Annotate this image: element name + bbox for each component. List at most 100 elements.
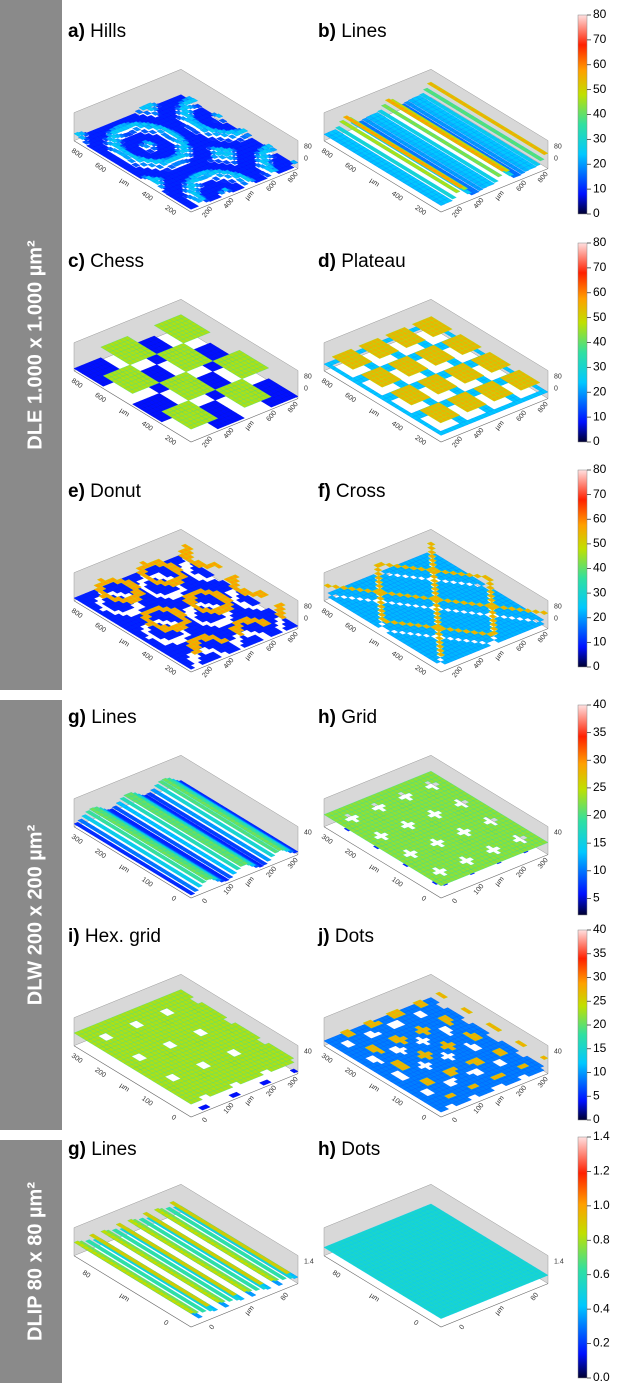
colorbar-tick-label: 70: [593, 487, 607, 501]
colorbar-tick-label: 60: [593, 285, 607, 299]
axis-tick-label: 800: [537, 401, 550, 415]
panel-name: Lines: [86, 707, 137, 728]
axis-tick-label: 800: [537, 171, 550, 185]
colorbar-tick-label: 30: [593, 132, 607, 146]
axis-tick-label: 600: [343, 622, 357, 634]
surface-cell: [377, 600, 385, 604]
panel-name: Donut: [85, 481, 142, 502]
axis-tick-label: µm: [118, 177, 130, 188]
surface: [324, 529, 548, 672]
axis-tick-label: µm: [118, 637, 130, 648]
axis-tick-label: 200: [201, 666, 214, 680]
panel-title: b) Lines: [318, 21, 387, 42]
panel-letter: e): [68, 481, 85, 502]
axis-tick-label: 400: [473, 197, 486, 211]
colorbar-tick-label: 30: [593, 585, 607, 599]
axis-tick-label: 600: [265, 180, 278, 194]
axis-tick-label: 800: [287, 401, 300, 415]
panel-title: a) Hills: [68, 21, 126, 42]
axis-tick-label: 600: [515, 180, 528, 194]
surface: [324, 69, 548, 212]
axis-tick-label: µm: [244, 420, 256, 432]
panel-letter: c): [68, 251, 85, 272]
panel-name: Hills: [85, 21, 126, 42]
axis-tick-label: µm: [494, 190, 506, 202]
z-tick-label: 80: [304, 373, 312, 380]
surface-cell: [435, 636, 443, 640]
colorbar-tick-label: 0: [593, 206, 600, 220]
axis-tick-label: 400: [140, 190, 154, 202]
z-tick-label: 0: [304, 385, 308, 392]
axis-tick-label: 800: [287, 171, 300, 185]
surface: [74, 69, 298, 212]
colorbar-tick-label: 20: [593, 384, 607, 398]
section-label: DLE 1.000 x 1.000 µm²: [24, 240, 46, 450]
axis-tick-label: 600: [515, 410, 528, 424]
z-tick-label: 80: [304, 143, 312, 150]
panel-letter: f): [318, 481, 331, 502]
surface-cell: [156, 165, 164, 169]
panel-letter: b): [318, 21, 336, 42]
panel-name: Plateau: [336, 251, 406, 272]
colorbar-tick-label: 40: [593, 335, 607, 349]
axis-tick-label: 400: [140, 650, 154, 662]
colorbar-tick-label: 20: [593, 610, 607, 624]
colorbar-tick-label: 80: [593, 235, 607, 249]
axis-tick-label: 400: [223, 427, 236, 441]
z-tick-label: 0: [554, 385, 558, 392]
colorbar: [578, 243, 587, 442]
surface-cell: [240, 181, 248, 185]
axis-tick-label: 200: [451, 206, 464, 220]
axis-tick-label: 400: [473, 427, 486, 441]
colorbar-tick-label: 50: [593, 82, 607, 96]
colorbar-tick-label: 10: [593, 181, 607, 195]
axis-tick-label: 200: [201, 436, 214, 450]
colorbar-tick-label: 80: [593, 462, 607, 476]
axis-tick-label: 600: [265, 640, 278, 654]
z-tick-label: 0: [304, 155, 308, 162]
colorbar-tick-label: 0: [593, 659, 600, 673]
panel-title: g) Lines: [68, 707, 137, 728]
z-tick-label: 80: [554, 143, 562, 150]
axis-tick-label: µm: [244, 190, 256, 202]
axis-tick-label: 600: [343, 162, 357, 174]
axis-tick-label: 800: [320, 148, 334, 160]
axis-tick-label: 200: [451, 436, 464, 450]
colorbar: [578, 470, 587, 667]
axis-tick-label: 400: [473, 657, 486, 671]
surface: [74, 299, 298, 442]
axis-tick-label: µm: [118, 407, 130, 418]
colorbar-tick-label: 40: [593, 561, 607, 575]
surface-cell: [204, 132, 212, 136]
figure: DLE 1.000 x 1.000 µm²a) Hills800600µm400…: [0, 0, 625, 1383]
colorbar-tick-label: 60: [593, 57, 607, 71]
panel-letter: g): [68, 707, 86, 728]
panel-title: e) Donut: [68, 481, 142, 502]
colorbar-tick-label: 60: [593, 511, 607, 525]
colorbar-tick-label: 10: [593, 409, 607, 423]
axis-tick-label: 400: [223, 197, 236, 211]
axis-tick-label: 400: [140, 420, 154, 432]
axis-tick-label: 200: [201, 206, 214, 220]
axis-tick-label: 600: [93, 162, 107, 174]
surface-cell: [430, 579, 438, 583]
colorbar-tick-label: 50: [593, 310, 607, 324]
axis-tick-label: µm: [368, 177, 380, 188]
axis-tick-label: µm: [368, 407, 380, 418]
surface: [324, 299, 548, 442]
axis-tick-label: 600: [343, 392, 357, 404]
surface-cell: [140, 162, 148, 166]
panel-name: Cross: [331, 481, 386, 502]
axis-tick-label: 800: [70, 378, 84, 390]
axis-tick-label: µm: [494, 420, 506, 432]
axis-tick-label: 600: [93, 392, 107, 404]
panel-name: Chess: [85, 251, 144, 272]
axis-tick-label: 800: [320, 378, 334, 390]
panel-name: Lines: [336, 21, 387, 42]
section-label: DLW 200 x 200 µm²: [24, 824, 46, 1005]
colorbar-tick-label: 70: [593, 32, 607, 46]
colorbar: [578, 15, 587, 214]
surface-cell: [128, 159, 136, 163]
surface: [74, 755, 298, 898]
surface-cell: [433, 607, 441, 611]
